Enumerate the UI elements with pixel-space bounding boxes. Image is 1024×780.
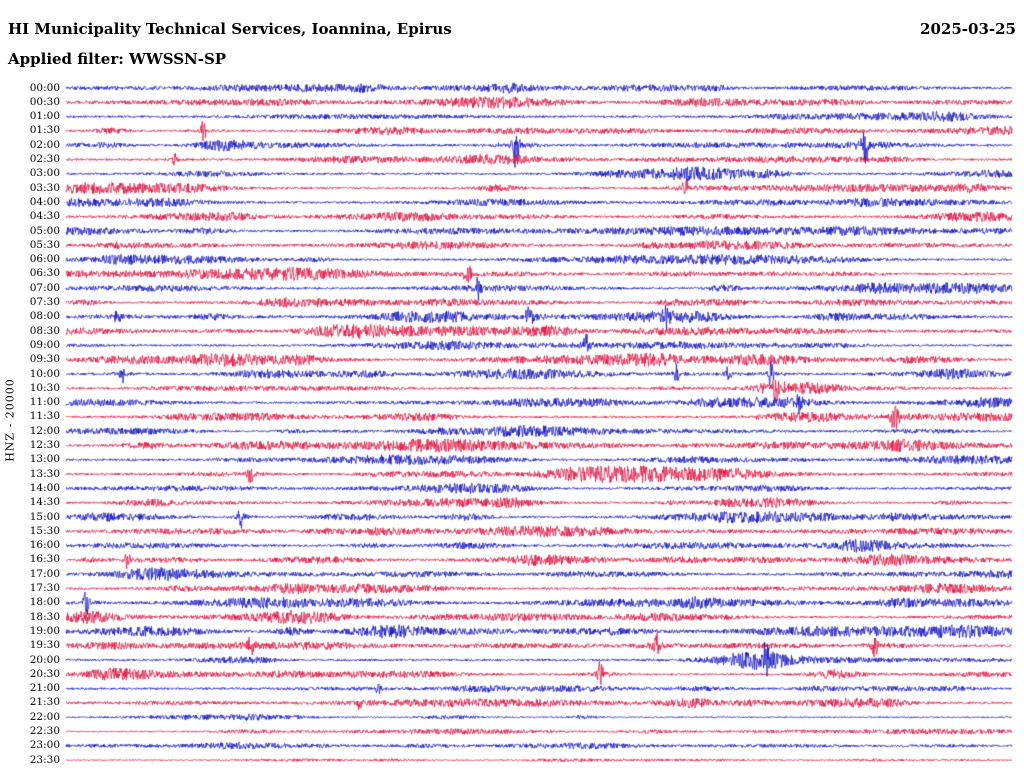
trace-time-label: 21:30: [29, 696, 60, 709]
trace-time-label: 14:30: [29, 496, 60, 509]
trace-time-label: 15:30: [29, 524, 60, 537]
trace-time-label: 23:30: [29, 753, 60, 766]
trace-time-label: 23:00: [29, 739, 60, 752]
trace-time-label: 10:30: [29, 381, 60, 394]
trace-time-label: 17:30: [29, 582, 60, 594]
trace-time-label: 08:30: [29, 324, 60, 337]
trace-time-label: 05:30: [29, 238, 60, 251]
trace-time-label: 12:00: [29, 424, 60, 437]
trace-time-label: 18:30: [29, 610, 60, 623]
trace-time-label: 15:00: [29, 510, 60, 523]
trace-time-label: 03:00: [29, 167, 60, 180]
trace-time-label: 16:00: [29, 539, 60, 552]
trace-time-label: 04:30: [29, 210, 60, 223]
trace-time-label: 19:00: [29, 624, 60, 637]
trace-time-label: 05:00: [29, 224, 60, 237]
trace-time-label: 07:00: [29, 281, 60, 294]
applied-filter-label: Applied filter: WWSSN-SP: [8, 50, 227, 68]
record-date: 2025-03-25: [920, 20, 1016, 38]
trace-time-label: 10:00: [29, 367, 60, 380]
trace-time-label: 20:00: [29, 653, 60, 666]
trace-time-label: 08:00: [29, 310, 60, 323]
trace-time-label: 09:00: [29, 338, 60, 351]
trace-time-label: 14:00: [29, 481, 60, 494]
channel-gain-label: HNZ - 20000: [3, 378, 17, 462]
trace-time-label: 20:30: [29, 667, 60, 680]
trace-time-label: 02:00: [29, 138, 60, 151]
trace-time-label: 00:30: [29, 95, 60, 108]
trace-time-label: 09:30: [29, 353, 60, 366]
trace-time-label: 02:30: [29, 153, 60, 165]
trace-time-label: 18:00: [29, 596, 60, 609]
trace-time-label: 07:30: [29, 296, 60, 308]
trace-time-label: 01:00: [29, 110, 60, 123]
trace-time-label: 04:00: [29, 195, 60, 208]
trace-time-label: 19:30: [29, 639, 60, 652]
trace-time-label: 01:30: [29, 124, 60, 137]
trace-time-label: 13:30: [29, 467, 60, 480]
trace-time-label: 13:00: [29, 453, 60, 466]
trace-time-label: 21:00: [29, 682, 60, 695]
trace-time-label: 22:00: [29, 710, 60, 723]
trace-time-label: 11:00: [29, 396, 60, 409]
trace-time-label: 22:30: [29, 725, 60, 737]
trace-time-label: 00:00: [29, 81, 60, 94]
station-title: HI Municipality Technical Services, Ioan…: [8, 20, 452, 38]
trace-time-label: 16:30: [29, 553, 60, 566]
trace-time-label: 06:00: [29, 253, 60, 266]
trace-time-label: 03:30: [29, 181, 60, 194]
trace-time-label: 11:30: [29, 410, 60, 423]
trace-time-label: 06:30: [29, 267, 60, 280]
trace-time-label: 12:30: [29, 439, 60, 451]
trace-time-label: 17:00: [29, 567, 60, 580]
